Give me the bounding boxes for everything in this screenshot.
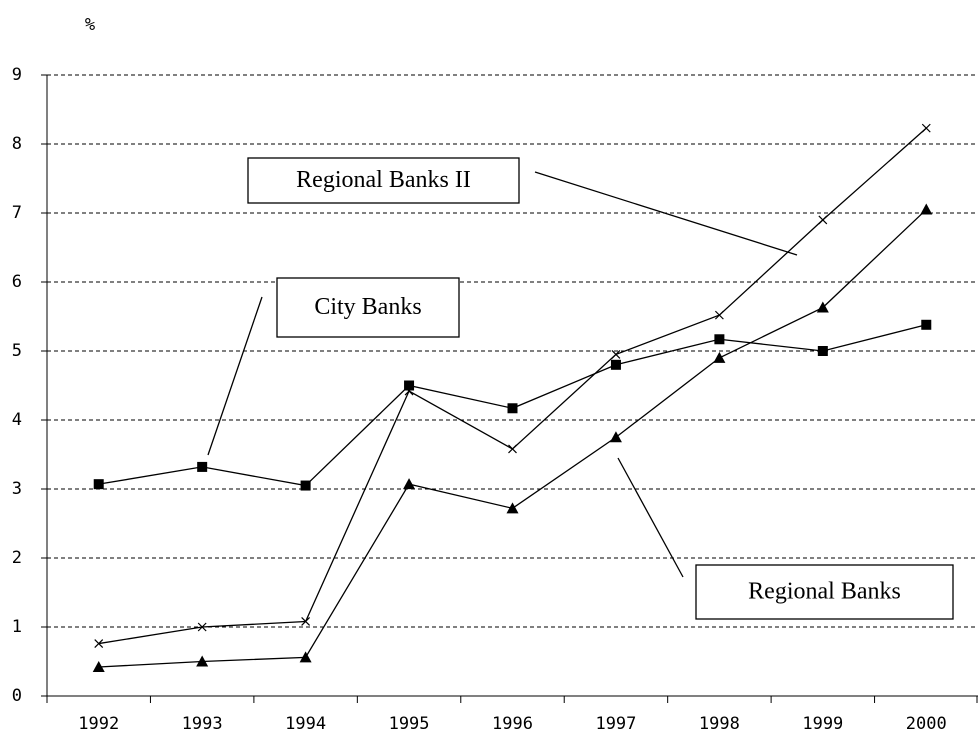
legend-label: Regional Banks II [296,167,471,193]
y-tick-label: 1 [12,617,22,637]
x-tick-label: 1992 [78,714,119,734]
marker [611,350,621,359]
legend-label: City Banks [314,294,421,320]
marker [300,480,311,491]
marker [818,215,828,225]
callout-box [276,277,460,338]
marker [817,346,828,356]
y-tick-label: 7 [12,203,22,223]
marker [404,386,414,396]
y-tick-label: 8 [12,134,22,154]
marker [93,479,104,490]
callout-line [617,457,684,578]
marker [920,203,933,215]
marker [403,478,416,490]
callout-box [247,157,520,204]
marker [508,444,517,454]
marker [506,502,519,514]
marker [714,334,725,345]
x-tick-label: 1998 [699,714,740,734]
marker [713,351,726,363]
marker [921,123,931,133]
y-axis-label: % [85,15,95,35]
y-tick-label: 0 [12,686,22,706]
y-tick-label: 9 [12,65,22,85]
marker [610,359,621,370]
marker [714,310,724,320]
marker [301,617,311,626]
x-tick-label: 1993 [182,714,223,734]
y-tick-label: 2 [12,548,22,568]
y-tick-label: 4 [12,410,22,430]
marker [197,461,208,472]
x-tick-label: 1999 [802,714,843,734]
callout-line [534,171,798,256]
x-tick-label: 2000 [906,714,947,734]
marker [92,661,105,673]
marker [404,380,415,391]
marker [94,639,104,648]
callout-line [207,296,263,456]
y-tick-label: 5 [12,341,22,361]
callout-box [695,564,954,620]
marker [507,403,518,414]
marker [299,651,312,663]
y-tick-label: 6 [12,272,22,292]
x-tick-label: 1997 [595,714,636,734]
marker [609,431,622,443]
legend-label: Regional Banks [748,579,901,605]
x-tick-label: 1996 [492,714,533,734]
marker [921,319,932,330]
x-tick-label: 1995 [389,714,430,734]
marker [196,655,209,667]
marker [816,301,829,313]
y-tick-label: 3 [12,479,22,499]
marker [197,622,207,632]
x-tick-label: 1994 [285,714,326,734]
